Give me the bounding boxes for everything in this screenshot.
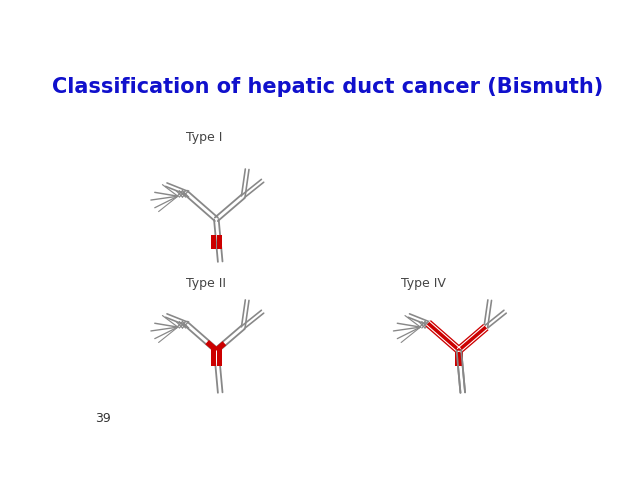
Polygon shape bbox=[211, 347, 216, 366]
Text: 39: 39 bbox=[95, 412, 111, 425]
Polygon shape bbox=[456, 324, 488, 353]
Polygon shape bbox=[211, 235, 216, 249]
Polygon shape bbox=[217, 235, 221, 249]
Polygon shape bbox=[217, 347, 221, 366]
Text: Type I: Type I bbox=[186, 131, 222, 144]
Text: Type IV: Type IV bbox=[401, 277, 446, 290]
Polygon shape bbox=[426, 320, 461, 353]
Polygon shape bbox=[455, 352, 463, 366]
Text: Classification of hepatic duct cancer (Bismuth): Classification of hepatic duct cancer (B… bbox=[52, 77, 604, 97]
Text: Type II: Type II bbox=[186, 277, 225, 290]
Polygon shape bbox=[205, 340, 218, 352]
Polygon shape bbox=[214, 341, 226, 352]
